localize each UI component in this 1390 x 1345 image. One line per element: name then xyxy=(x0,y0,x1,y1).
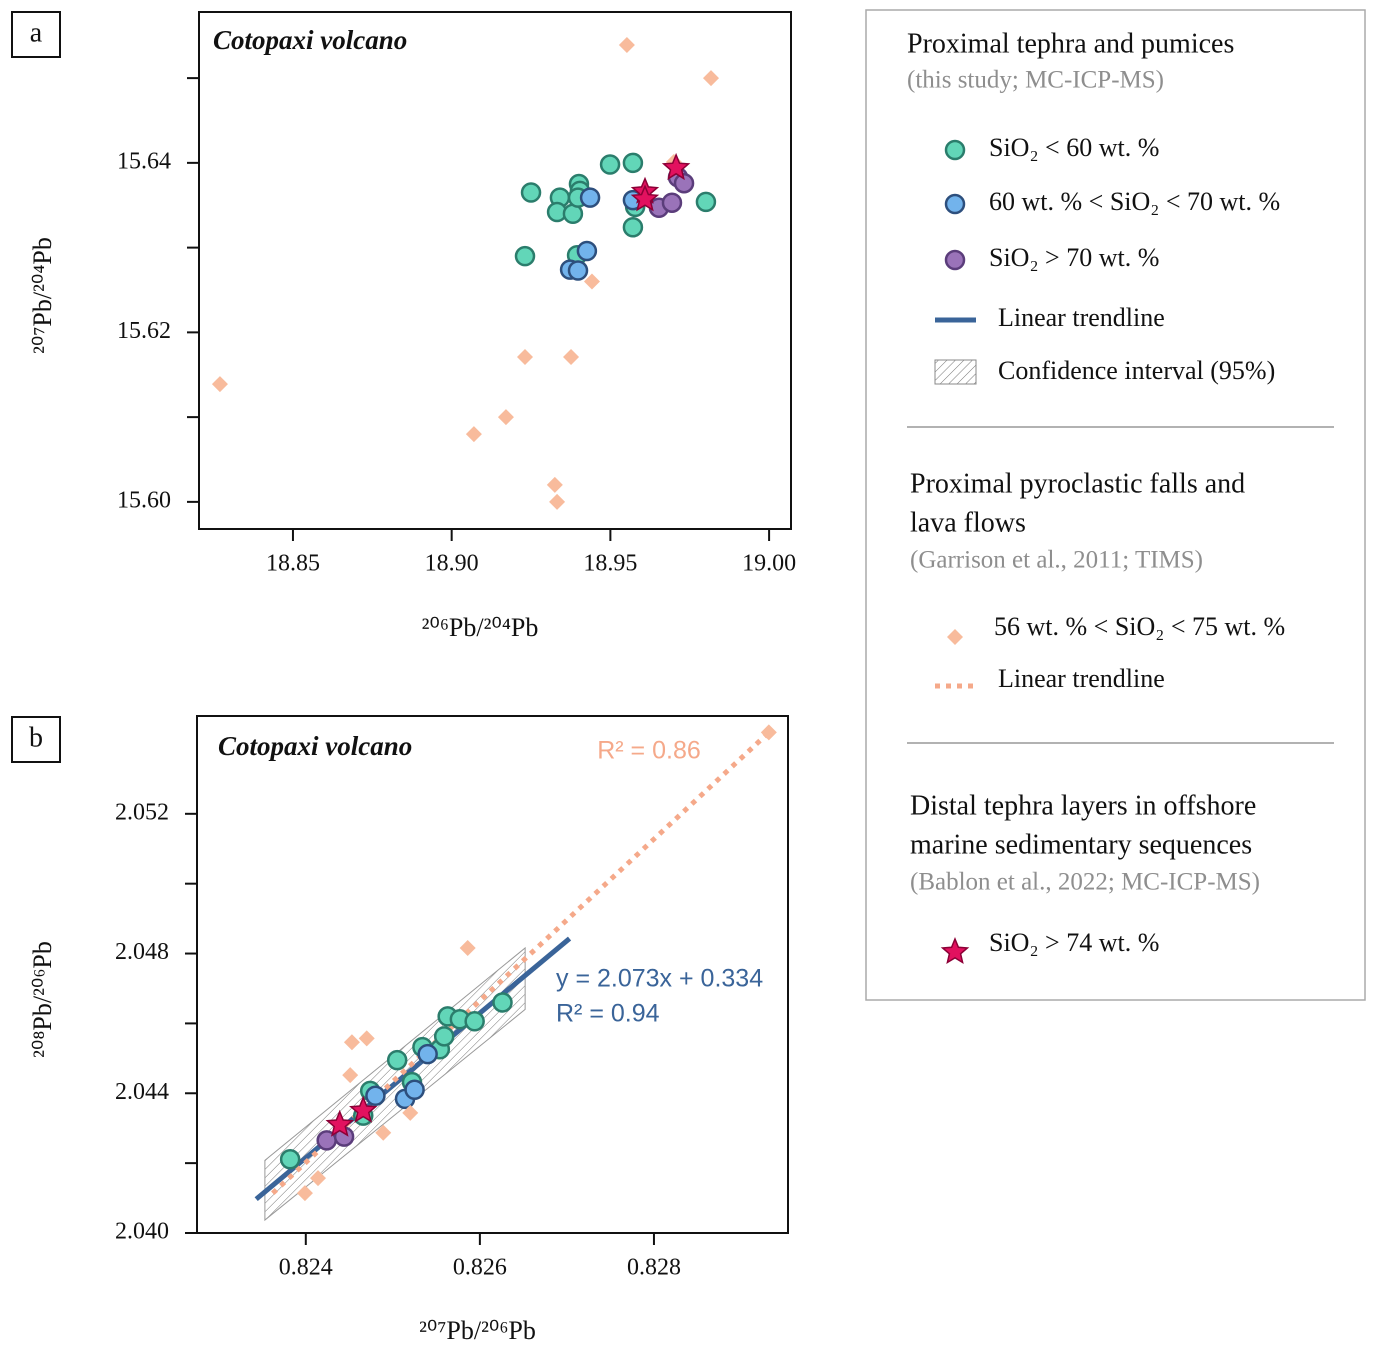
point xyxy=(563,348,580,365)
point xyxy=(520,182,542,203)
point xyxy=(703,70,720,87)
panel-box xyxy=(11,11,61,58)
point xyxy=(579,187,601,208)
x-axis-label: ²⁰⁶Pb/²⁰⁴Pb xyxy=(422,613,539,642)
point xyxy=(325,1109,354,1137)
point xyxy=(343,1034,360,1051)
legend-title: Proximal tephra and pumices xyxy=(907,28,1234,59)
legend-subtitle: (this study; MC-ICP-MS) xyxy=(907,67,1164,94)
point xyxy=(673,172,695,194)
point xyxy=(459,939,476,956)
x-tick-label: 18.90 xyxy=(425,551,479,577)
legend-label: SiO₂ < 60 wt. % xyxy=(989,133,1159,162)
point xyxy=(358,1030,375,1047)
point xyxy=(661,192,683,213)
point xyxy=(375,1124,392,1141)
point xyxy=(402,1104,419,1121)
point xyxy=(309,1170,326,1187)
legend-subtitle: (Garrison et al., 2011; TIMS) xyxy=(910,547,1203,574)
point xyxy=(618,37,635,54)
legend-marker xyxy=(940,937,970,965)
legend-swatch xyxy=(934,359,977,385)
legend-label: 56 wt. % < SiO₂ < 75 wt. % xyxy=(994,612,1285,641)
point xyxy=(211,376,228,393)
legend-box xyxy=(865,9,1366,1001)
point xyxy=(695,191,717,213)
annotation: Cotopaxi volcano xyxy=(218,731,412,761)
y-tick-label: 15.62 xyxy=(117,318,171,344)
panel-label: b xyxy=(29,722,43,753)
point xyxy=(386,1049,408,1071)
trendline xyxy=(254,936,572,1202)
point xyxy=(576,240,598,262)
legend-label: Linear trendline xyxy=(998,664,1165,693)
y-tick-label: 2.040 xyxy=(115,1219,169,1245)
point xyxy=(464,1011,485,1032)
plot-frame xyxy=(198,11,792,530)
point xyxy=(433,1026,455,1047)
point xyxy=(661,152,691,181)
point xyxy=(567,260,589,281)
point xyxy=(549,493,566,510)
legend-title: Distal tephra layers in offshore xyxy=(910,790,1256,821)
panel-box xyxy=(11,716,61,763)
x-tick-label: 19.00 xyxy=(742,551,796,577)
y-tick-label: 2.044 xyxy=(115,1079,169,1105)
legend-label: SiO₂ > 70 wt. % xyxy=(989,243,1159,272)
legend-title: Proximal pyroclastic falls and xyxy=(910,468,1245,499)
point xyxy=(492,992,513,1013)
legend-marker xyxy=(944,249,966,271)
y-axis-label: ²⁰⁷Pb/²⁰⁴Pb xyxy=(28,237,57,354)
legend-label: 60 wt. % < SiO₂ < 70 wt. % xyxy=(989,187,1280,216)
plot-frame xyxy=(196,715,789,1234)
x-tick-label: 18.85 xyxy=(266,551,320,577)
point xyxy=(365,1085,386,1106)
annotation: Cotopaxi volcano xyxy=(213,25,407,55)
x-axis-label: ²⁰⁷Pb/²⁰⁶Pb xyxy=(419,1316,536,1345)
legend-marker xyxy=(944,193,966,215)
point xyxy=(583,273,600,290)
x-tick-label: 0.828 xyxy=(627,1255,681,1281)
point xyxy=(546,476,563,493)
point xyxy=(349,1095,378,1123)
trend-equation: y = 2.073x + 0.334 xyxy=(556,965,763,993)
point xyxy=(622,152,644,174)
y-axis-label: ²⁰⁸Pb/²⁰⁶Pb xyxy=(28,941,57,1058)
panel-label: a xyxy=(30,17,43,48)
legend-title: marine sedimentary sequences xyxy=(910,829,1252,860)
point xyxy=(516,348,533,365)
r-squared: R² = 0.86 xyxy=(597,737,701,765)
y-tick-label: 15.64 xyxy=(117,148,171,174)
r-squared: R² = 0.94 xyxy=(556,1000,660,1028)
legend-subtitle: (Bablon et al., 2022; MC-ICP-MS) xyxy=(910,869,1260,896)
y-tick-label: 15.60 xyxy=(117,487,171,513)
point xyxy=(599,154,621,175)
legend-label: SiO₂ > 74 wt. % xyxy=(989,928,1159,957)
legend-label: Linear trendline xyxy=(998,303,1165,332)
y-tick-label: 2.048 xyxy=(115,939,169,965)
point xyxy=(622,217,644,238)
legend-label: Confidence interval (95%) xyxy=(998,356,1275,385)
point xyxy=(296,1185,313,1202)
point xyxy=(465,426,482,443)
point xyxy=(342,1067,359,1084)
point xyxy=(760,724,777,741)
point xyxy=(279,1149,301,1170)
point xyxy=(404,1079,425,1101)
y-tick-label: 2.052 xyxy=(115,799,169,825)
point xyxy=(497,409,514,426)
legend-marker xyxy=(947,629,963,645)
point xyxy=(630,184,660,212)
legend-marker xyxy=(944,139,966,161)
point xyxy=(514,245,536,267)
x-tick-label: 0.824 xyxy=(279,1255,333,1281)
point xyxy=(417,1043,438,1065)
legend-title: lava flows xyxy=(910,507,1026,538)
x-tick-label: 18.95 xyxy=(583,551,637,577)
x-tick-label: 0.826 xyxy=(453,1255,507,1281)
